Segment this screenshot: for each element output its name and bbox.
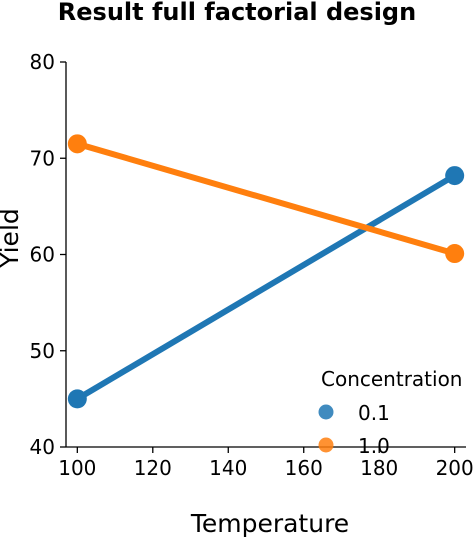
legend-label-1.0: 1.0 bbox=[358, 434, 390, 458]
data-point-0.1 bbox=[445, 166, 465, 186]
y-tick-label: 60 bbox=[30, 243, 55, 267]
y-tick-label: 80 bbox=[30, 50, 55, 74]
data-point-1.0 bbox=[67, 134, 87, 154]
x-tick-label: 160 bbox=[285, 456, 323, 480]
y-tick-label: 40 bbox=[30, 435, 55, 459]
series-layer bbox=[67, 134, 465, 409]
legend-marker-0.1 bbox=[318, 404, 334, 420]
x-tick-label: 120 bbox=[134, 456, 172, 480]
legend-label-0.1: 0.1 bbox=[358, 401, 390, 425]
data-point-0.1 bbox=[67, 389, 87, 409]
x-axis-label: Temperature bbox=[190, 509, 349, 537]
legend-title: Concentration bbox=[321, 367, 462, 391]
legend-marker-1.0 bbox=[318, 437, 334, 453]
y-axis-label: Yield bbox=[0, 208, 24, 269]
chart-title: Result full factorial design bbox=[58, 0, 416, 26]
series-line-0.1 bbox=[75, 172, 457, 402]
data-point-1.0 bbox=[445, 244, 465, 264]
series-line-1.0 bbox=[76, 140, 456, 257]
x-tick-label: 180 bbox=[360, 456, 398, 480]
y-ticks: 40 50 60 70 80 bbox=[30, 50, 66, 459]
x-tick-label: 100 bbox=[58, 456, 96, 480]
y-tick-label: 70 bbox=[30, 146, 55, 170]
x-tick-label: 140 bbox=[209, 456, 247, 480]
legend: Concentration 0.11.0 bbox=[318, 367, 462, 458]
legend-items: 0.11.0 bbox=[318, 401, 390, 458]
x-ticks: 100 120 140 160 180 200 bbox=[58, 447, 474, 480]
y-tick-label: 50 bbox=[30, 339, 55, 363]
x-tick-label: 200 bbox=[436, 456, 474, 480]
axes: 40 50 60 70 80 100 120 140 160 180 200 bbox=[30, 50, 474, 480]
